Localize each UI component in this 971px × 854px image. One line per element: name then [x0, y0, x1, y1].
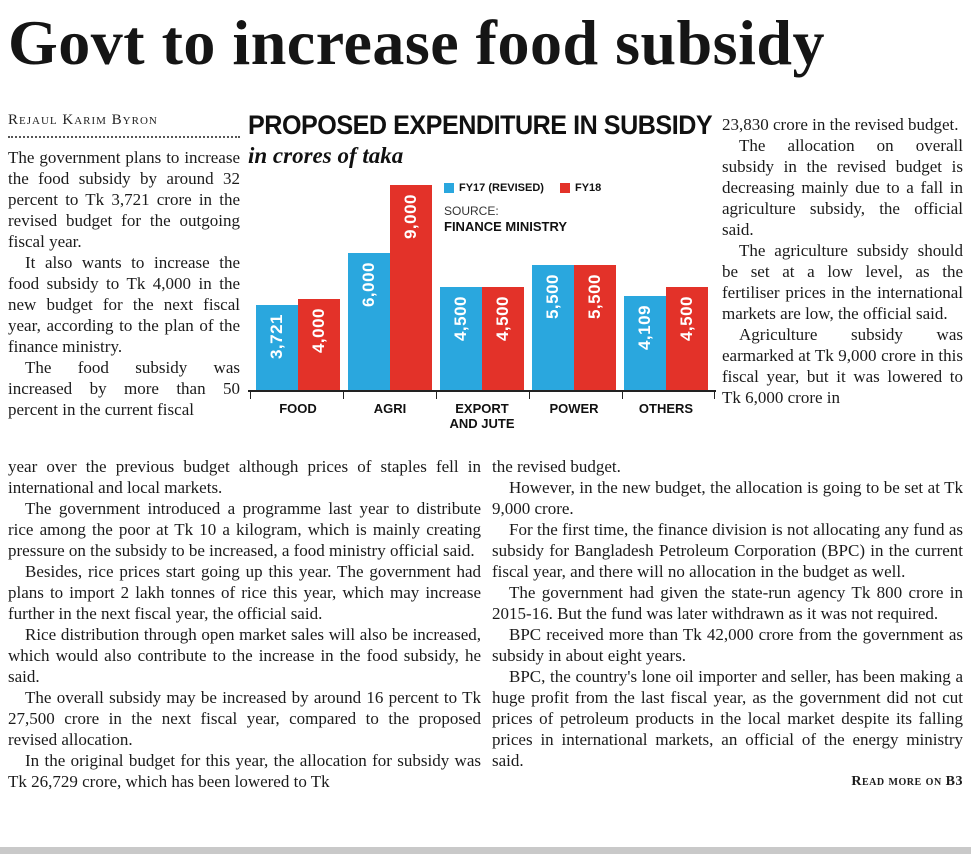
paragraph: The agriculture subsidy should be set at… [722, 241, 963, 323]
legend-swatch-fy17 [444, 183, 454, 193]
left-column: Rejaul Karim Byron The government plans … [8, 112, 240, 420]
bar-value-label: 9,000 [401, 194, 420, 240]
paragraph: However, in the new budget, the allocati… [492, 478, 963, 518]
chart-source: SOURCE: FINANCE MINISTRY [444, 204, 567, 235]
bar-fy18: 4,500 [482, 287, 524, 390]
bar-group: 4,109 4,500 [622, 287, 710, 390]
category-label: POWER [530, 401, 618, 432]
category-label: AGRI [346, 401, 434, 432]
category-label: OTHERS [622, 401, 710, 432]
paragraph: Besides, rice prices start going up this… [8, 562, 481, 623]
legend-label-fy18: FY18 [574, 182, 602, 194]
paragraph: The allocation on overall subsidy in the… [722, 136, 963, 239]
category-label-text: EXPORT AND JUTE [449, 401, 515, 431]
source-value: FINANCE MINISTRY [444, 219, 568, 234]
paragraph: BPC, the country's lone oil importer and… [492, 667, 963, 770]
chart-subtitle: in crores of taka [248, 143, 404, 168]
bar-value-label: 5,500 [543, 274, 562, 320]
bar-fy18: 4,000 [298, 299, 340, 390]
paragraph: BPC received more than Tk 42,000 crore f… [492, 625, 963, 665]
category-label-text: FOOD [279, 401, 317, 416]
category-label: FOOD [254, 401, 342, 432]
category-label-text: POWER [549, 401, 599, 416]
bar-fy18: 4,500 [666, 287, 708, 390]
axis-tick [436, 392, 437, 399]
headline: Govt to increase food subsidy [8, 7, 825, 78]
bar-value-label: 4,109 [635, 305, 654, 351]
bottom-left-column: year over the previous budget although p… [8, 456, 481, 792]
bottom-right-column: the revised budget. However, in the new … [492, 456, 963, 790]
chart-title: PROPOSED EXPENDITURE IN SUBSIDY [248, 110, 713, 140]
bar-value-label: 4,500 [493, 296, 512, 342]
axis-tick [343, 392, 344, 399]
bar-plot: 3,721 4,000 6,000 9,000 4,500 4,500 5,500 5,500… [254, 185, 710, 390]
paragraph: Agriculture subsidy was earmarked at Tk … [722, 325, 963, 407]
read-more-link[interactable]: Read more on B3 [851, 774, 963, 789]
bar-group: 4,500 4,500 [438, 287, 526, 390]
bar-fy17-revised: 6,000 [348, 253, 390, 390]
scan-edge [0, 847, 971, 854]
category-label-text: AGRI [373, 401, 407, 416]
bar-fy18: 5,500 [574, 265, 616, 390]
paragraph: The food subsidy was increased by more t… [8, 358, 240, 419]
x-axis [248, 390, 716, 392]
paragraph: The overall subsidy may be increased by … [8, 688, 481, 749]
paragraph: year over the previous budget although p… [8, 457, 481, 497]
bar-group: 5,500 5,500 [530, 265, 618, 390]
bar-fy17-revised: 3,721 [256, 305, 298, 390]
category-labels: FOOD AGRI EXPORT AND JUTE POWER OTHERS [254, 401, 710, 432]
bar-value-label: 4,000 [309, 308, 328, 354]
bar-value-label: 6,000 [359, 262, 378, 308]
chart-legend: FY17 (REVISED) FY18 [444, 182, 601, 194]
byline: Rejaul Karim Byron [8, 112, 158, 128]
paragraph: It also wants to increase the food subsi… [8, 253, 240, 356]
paragraph: Rice distribution through open market sa… [8, 625, 481, 686]
axis-tick [622, 392, 623, 399]
category-label: EXPORT AND JUTE [438, 401, 526, 432]
bar-group: 6,000 9,000 [346, 185, 434, 390]
source-label: SOURCE: [444, 204, 499, 218]
paragraph: For the first time, the finance division… [492, 520, 963, 581]
paragraph: the revised budget. [492, 457, 621, 476]
bar-value-label: 4,500 [677, 296, 696, 342]
bar-fy17-revised: 4,109 [624, 296, 666, 390]
bar-fy17-revised: 5,500 [532, 265, 574, 390]
paragraph: In the original budget for this year, th… [8, 751, 481, 791]
bar-value-label: 3,721 [267, 314, 286, 360]
axis-tick [714, 392, 715, 399]
bar-fy17-revised: 4,500 [440, 287, 482, 390]
right-column: 23,830 crore in the revised budget. The … [722, 114, 963, 408]
subsidy-expenditure-chart: PROPOSED EXPENDITURE IN SUBSIDY in crore… [248, 110, 716, 458]
paragraph: The government had given the state-run a… [492, 583, 963, 623]
category-label-text: OTHERS [638, 401, 694, 416]
axis-tick [250, 392, 251, 399]
paragraph: The government introduced a programme la… [8, 499, 481, 560]
paragraph: 23,830 crore in the revised budget. [722, 115, 959, 134]
legend-label-fy17: FY17 (REVISED) [459, 182, 544, 194]
bar-group: 3,721 4,000 [254, 299, 342, 390]
bar-fy18: 9,000 [390, 185, 432, 390]
bar-value-label: 5,500 [585, 274, 604, 320]
bar-value-label: 4,500 [451, 296, 470, 342]
paragraph: The government plans to increase the foo… [8, 148, 240, 251]
legend-swatch-fy18 [559, 183, 570, 193]
axis-tick [529, 392, 530, 399]
byline-divider [8, 136, 240, 138]
